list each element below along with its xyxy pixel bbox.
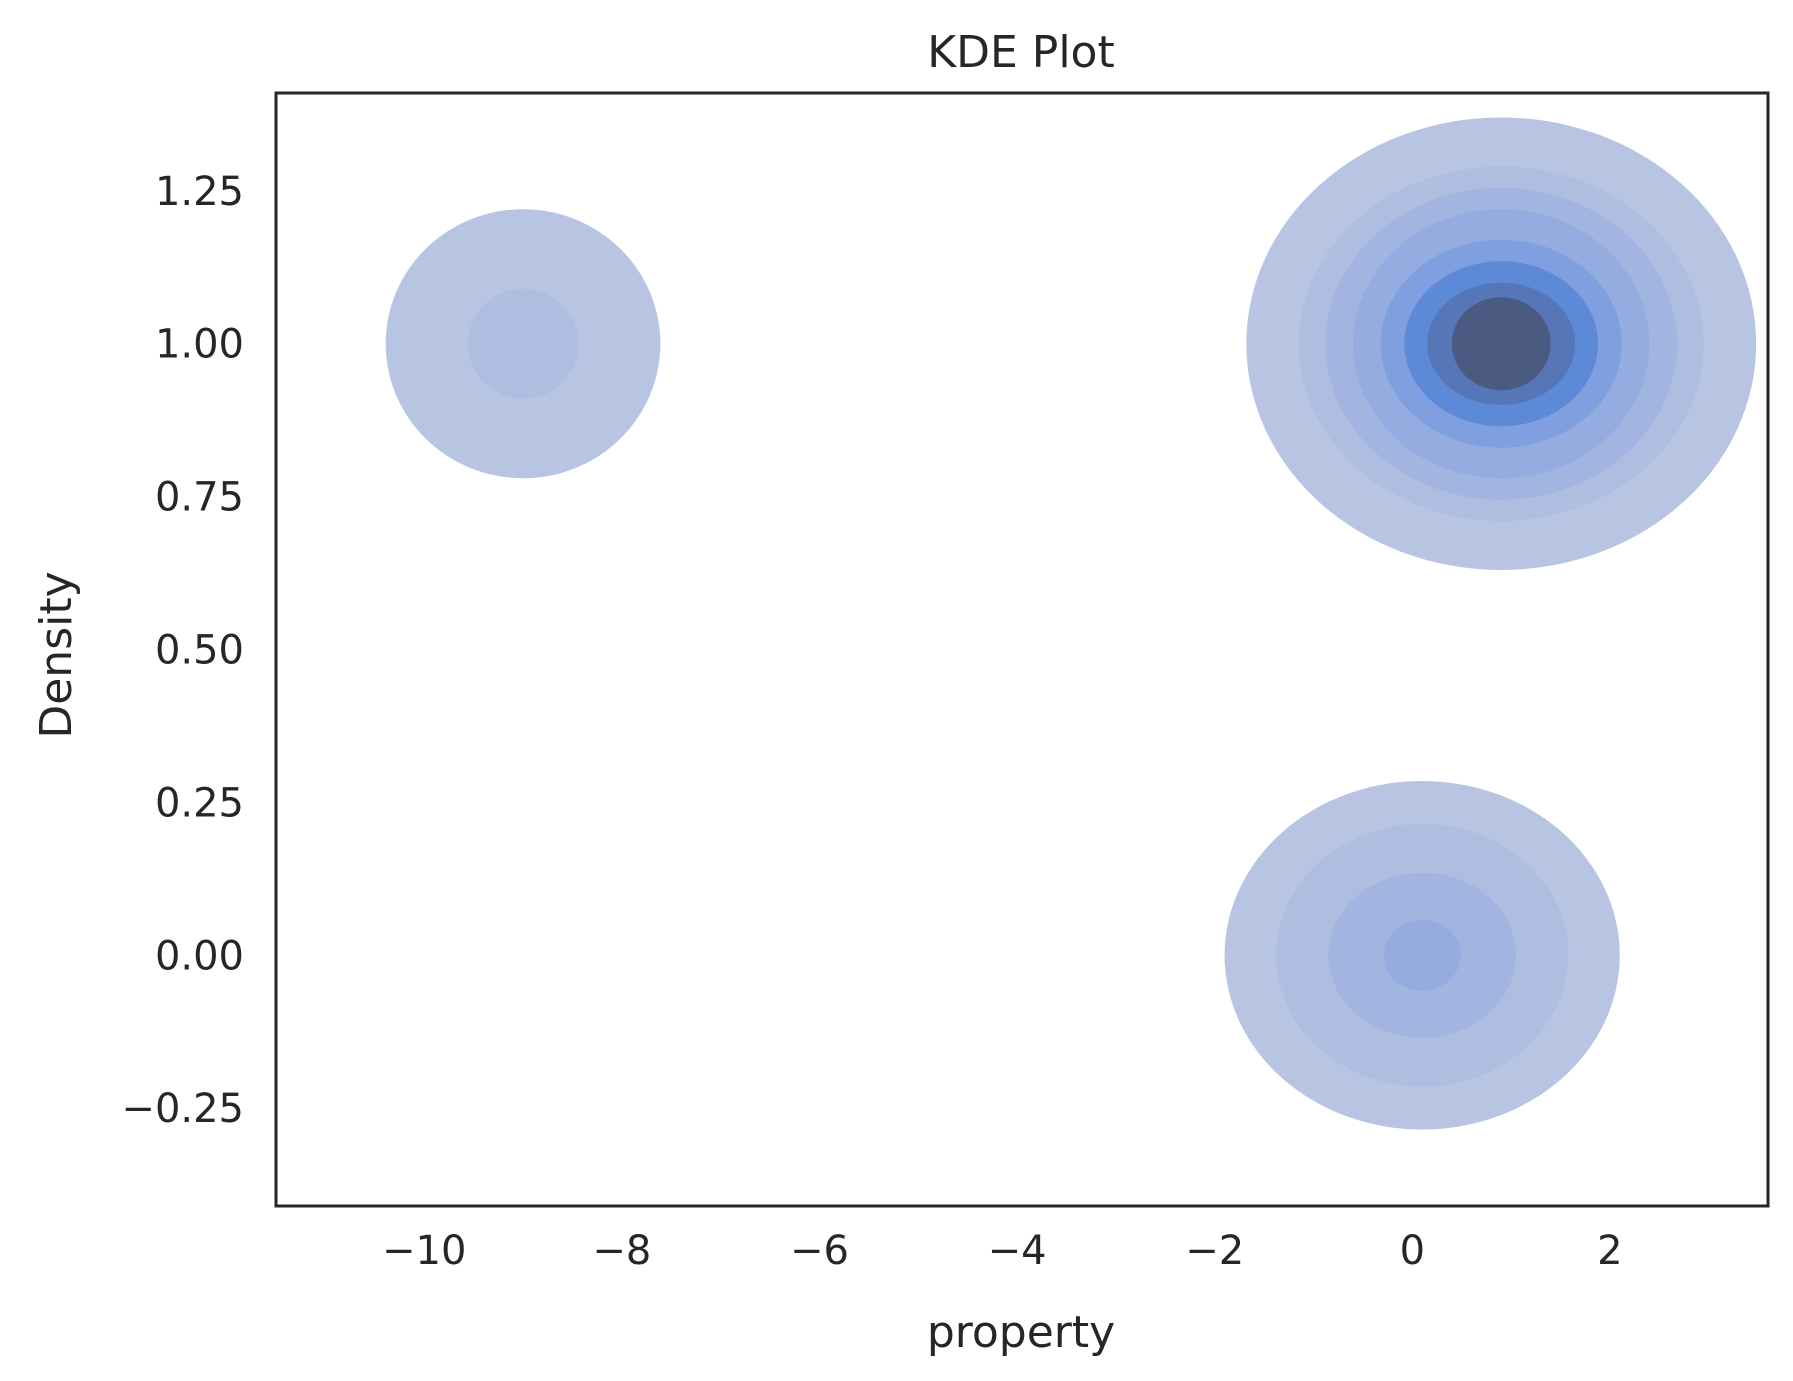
y-tick-label: −0.25 bbox=[121, 1086, 244, 1132]
y-tick-label: 0.00 bbox=[155, 933, 244, 979]
plot-frame bbox=[274, 91, 1770, 1208]
x-axis-ticks: −10 −8 −6 −4 −2 0 2 bbox=[382, 1228, 1623, 1274]
y-axis-label: Density bbox=[31, 571, 82, 738]
x-tick-label: 2 bbox=[1597, 1228, 1622, 1274]
cluster-3-contour-level-4 bbox=[1383, 919, 1461, 991]
y-axis-ticks: −0.25 0.00 0.25 0.50 0.75 1.00 1.25 bbox=[121, 169, 244, 1132]
x-tick-label: −2 bbox=[1185, 1228, 1244, 1274]
x-tick-label: −10 bbox=[382, 1228, 466, 1274]
y-tick-label: 0.75 bbox=[155, 475, 244, 521]
y-tick-label: 0.25 bbox=[155, 780, 244, 826]
y-tick-label: 1.25 bbox=[155, 169, 244, 215]
x-tick-label: 0 bbox=[1400, 1228, 1425, 1274]
y-tick-label: 0.50 bbox=[155, 628, 244, 674]
cluster-2-contour-level-8 bbox=[1451, 297, 1551, 391]
y-tick-label: 1.00 bbox=[155, 322, 244, 368]
x-tick-label: −4 bbox=[988, 1228, 1047, 1274]
x-axis-label: property bbox=[927, 1307, 1115, 1358]
cluster-1-contour-level-2 bbox=[467, 288, 579, 399]
x-tick-label: −8 bbox=[592, 1228, 651, 1274]
chart-title: KDE Plot bbox=[927, 27, 1114, 78]
kde-contours bbox=[385, 117, 1757, 1130]
x-tick-label: −6 bbox=[790, 1228, 849, 1274]
